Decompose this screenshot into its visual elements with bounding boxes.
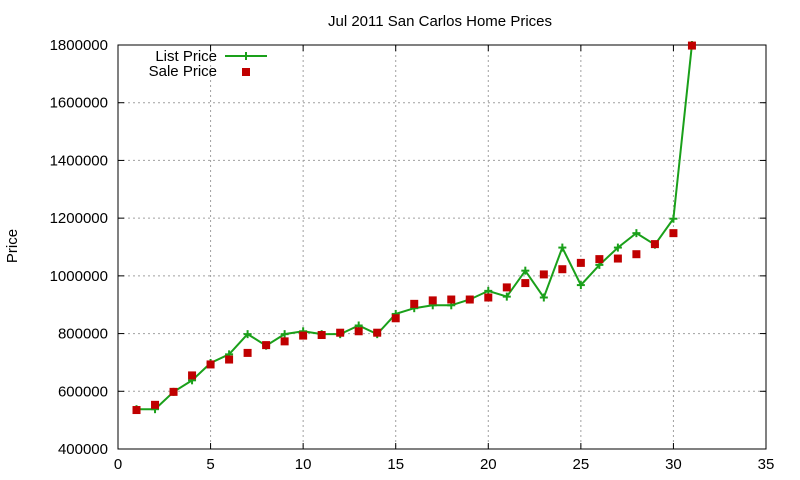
sale-price-point [521,279,530,288]
list-price-point [558,243,567,252]
list-price-point [243,330,252,339]
y-tick-label: 600000 [58,383,108,400]
data-series [132,41,696,415]
sale-price-point [428,296,437,305]
sale-price-point [243,348,252,357]
list-price-point [539,293,548,302]
sale-price-point [336,328,345,337]
sale-price-point [317,331,326,340]
sale-price-point [669,229,678,238]
list-price-point [576,281,585,290]
sale-price-point [225,355,234,364]
list-price-point [521,266,530,275]
grid-lines [118,45,766,449]
sale-price-point [262,341,271,350]
sale-price-point [132,406,141,415]
sale-price-point [539,270,548,279]
sale-price-point [391,314,400,323]
y-tick-label: 1600000 [50,95,108,112]
y-tick-label: 1200000 [50,210,108,227]
x-tick-label: 20 [480,456,497,473]
sale-price-point [632,250,641,259]
x-tick-label: 5 [206,456,214,473]
y-tick-label: 1000000 [50,268,108,285]
sale-price-point [280,337,289,346]
x-tick-label: 10 [295,456,312,473]
sale-price-point [299,331,308,340]
sale-price-point [447,295,456,304]
sale-price-point [502,283,511,292]
sale-price-point [613,254,622,263]
x-tick-label: 25 [573,456,590,473]
tick-labels: 0 5 10 15 20 25 30 35 400000 600000 800000 1000000 1… [50,37,775,473]
sale-price-point [650,240,659,249]
sale-price-point [484,293,493,302]
plot-axes [117,44,767,450]
y-tick-label: 800000 [58,326,108,343]
list-price-point [280,330,289,339]
list-price-line [136,44,693,411]
list-price-point [613,243,622,252]
y-tick-label: 1400000 [50,152,108,169]
sale-price-point [410,299,419,308]
sale-price-point [687,41,696,50]
sale-price-point [206,360,215,369]
x-tick-label: 15 [387,456,404,473]
chart-title: Jul 2011 San Carlos Home Prices [328,13,552,30]
list-price-point [669,214,678,223]
list-price-point [632,229,641,238]
sale-price-point [151,400,160,409]
sale-price-point [465,295,474,304]
plot-frame [117,44,767,450]
sale-price-point [188,371,197,380]
list-price-point [502,292,511,301]
legend-label-list-price: List Price [155,48,217,65]
legend-swatch-sale-price [242,68,250,76]
sale-price-point [373,328,382,337]
sale-price-point [354,327,363,336]
sale-price-point [169,387,178,396]
y-axis-label: Price [4,229,21,263]
sale-price-point [595,255,604,264]
x-tick-label: 35 [758,456,775,473]
sale-price-point [576,258,585,267]
y-tick-label: 1800000 [50,37,108,54]
legend-label-sale-price: Sale Price [149,63,217,80]
x-tick-label: 0 [114,456,122,473]
sale-price-point [558,265,567,274]
x-tick-label: 30 [665,456,682,473]
y-tick-label: 400000 [58,441,108,458]
